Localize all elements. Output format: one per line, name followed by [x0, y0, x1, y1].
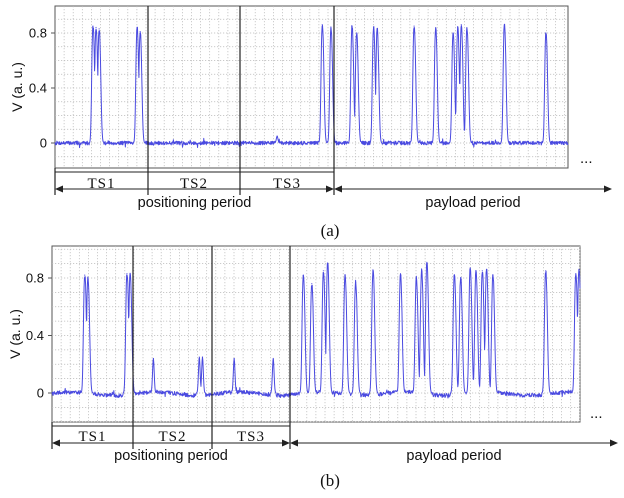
pulse-peak: [545, 32, 547, 34]
pulse-peak: [435, 28, 437, 30]
timeslot-label: TS1: [87, 176, 115, 192]
pulse-peak: [330, 28, 332, 30]
pulse-peak: [545, 270, 547, 272]
pulse-peak: [426, 263, 428, 265]
slot-bump: [201, 356, 204, 358]
chart-panel-a: 0.8 0.4 0 V (a. u.) TS1 TS2 TS3 positioning per…: [9, 5, 612, 240]
payload-period-label: payload period: [425, 195, 520, 211]
pulse-peak: [95, 26, 97, 29]
pulse-peak: [344, 274, 346, 276]
pulse-peak: [413, 25, 415, 27]
pulse-peak: [84, 274, 86, 276]
pulse-peak: [469, 267, 471, 269]
panel-caption: (a): [321, 221, 340, 240]
timeslot-label: TS1: [78, 429, 106, 445]
y-axis-label: V (a. u.): [7, 309, 23, 359]
slot-bump: [152, 357, 154, 360]
pulse-peak: [372, 270, 374, 272]
payload-period-label: payload period: [406, 448, 501, 464]
timeslot-label: TS2: [180, 176, 208, 192]
slot-bump: [233, 357, 235, 360]
y-tick-label: 0.4: [26, 328, 44, 343]
signal-trace: [51, 261, 581, 399]
pulse-peak: [399, 274, 402, 276]
pulse-peak: [481, 270, 483, 272]
panel-caption: (b): [320, 471, 340, 490]
chart-panel-b: 0.8 0.4 0 V (a. u.) TS1 TS2 TS3 positioning per…: [7, 245, 618, 490]
pulse-peak: [322, 270, 324, 272]
pulse-peak: [578, 268, 580, 270]
slot-bump: [198, 356, 200, 358]
timeslot-label: TS3: [273, 176, 301, 192]
pulse-peak: [376, 28, 378, 30]
pulse-peak: [139, 31, 141, 33]
pulse-peak: [356, 32, 358, 34]
y-tick-label: 0: [37, 386, 44, 401]
pulse-peak: [355, 281, 357, 283]
pulse-peak: [415, 277, 417, 279]
pulse-peak: [98, 28, 100, 30]
continuation-ellipsis: ...: [590, 405, 603, 422]
pulse-peak: [136, 26, 138, 29]
slot-bump: [272, 357, 274, 360]
y-tick-label: 0.8: [26, 271, 44, 286]
pulse-peak: [575, 273, 577, 275]
pulse-peak: [372, 26, 375, 29]
pulse-peak: [129, 273, 131, 275]
pulse-peak: [321, 24, 323, 26]
y-tick-label: 0.8: [29, 26, 47, 41]
pulse-peak: [475, 270, 477, 272]
pulse-peak: [87, 277, 89, 279]
pulse-peak: [327, 263, 329, 265]
pulse-peak: [460, 277, 462, 279]
pulse-peak: [421, 270, 423, 272]
positioning-period-label: positioning period: [114, 448, 228, 464]
positioning-period-arrow: [55, 185, 334, 193]
pulse-peak: [457, 26, 459, 29]
payload-period-arrow: [334, 185, 612, 193]
pulse-peak: [453, 274, 455, 276]
pulse-peak: [311, 283, 313, 285]
pulse-peak: [503, 24, 505, 26]
signal-trace: [54, 23, 569, 149]
pulse-peak: [452, 32, 454, 34]
timeslot-label: TS2: [158, 429, 186, 445]
pulse-peak: [466, 28, 468, 30]
slot-bump: [276, 135, 278, 137]
y-tick-label: 0: [40, 136, 47, 151]
pulse-peak: [485, 268, 488, 270]
timeslot-label: TS3: [237, 429, 265, 445]
pulse-peak: [460, 24, 462, 26]
continuation-ellipsis: ...: [580, 150, 593, 167]
y-tick-label: 0.4: [29, 81, 47, 96]
y-axis-label: V (a. u.): [9, 62, 25, 112]
positioning-period-label: positioning period: [138, 195, 252, 211]
pulse-peak: [351, 25, 353, 27]
pulse-peak: [126, 273, 128, 275]
pulse-peak: [92, 25, 94, 27]
positioning-period-arrow: [52, 439, 290, 447]
payload-period-arrow: [290, 439, 618, 447]
pulse-peak: [302, 274, 304, 276]
pulse-peak: [492, 274, 494, 276]
